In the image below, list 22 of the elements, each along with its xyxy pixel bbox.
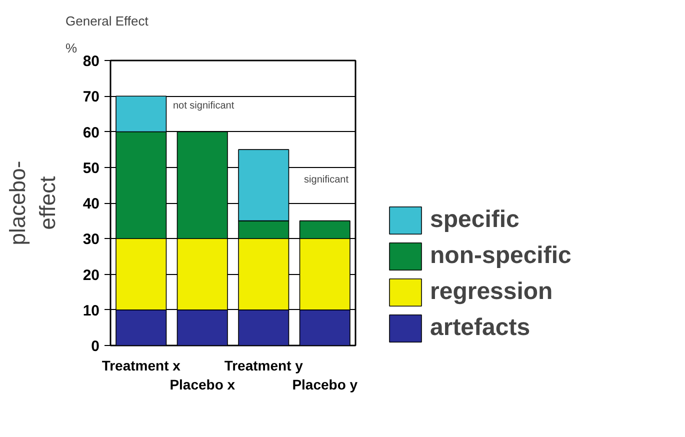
x-tick-label: Placebo x [170, 376, 236, 393]
y-tick-label: 30 [82, 231, 100, 248]
legend-label: specific [430, 206, 520, 234]
legend-label: non-specific [430, 242, 572, 270]
y-tick-label: 0 [91, 338, 100, 355]
y-tick-label: 50 [82, 160, 100, 177]
x-tick-label: Treatment x [102, 358, 181, 374]
chart-title: General Effect [66, 14, 149, 28]
legend-label: artefacts [430, 314, 530, 342]
x-tick-label: Placebo y [292, 376, 358, 393]
annotation: significant [304, 174, 349, 186]
annotation: not significant [172, 100, 234, 112]
y-tick-label: 40 [82, 196, 100, 212]
legend-label: regression [430, 278, 553, 306]
y-tick-label: 10 [82, 302, 100, 320]
y-tick-label: 80 [82, 53, 100, 70]
y-axis-title: placebo- effect [4, 160, 60, 246]
y-tick-label: 20 [82, 266, 100, 284]
chart-subtitle: % [66, 40, 78, 56]
x-tick-label: Treatment y [224, 358, 304, 374]
y-tick-label: 70 [82, 88, 100, 106]
y-tick-label: 60 [82, 124, 100, 142]
